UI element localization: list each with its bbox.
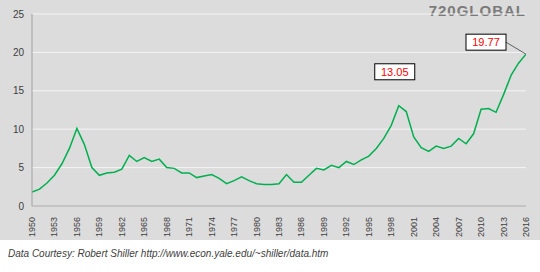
svg-text:1956: 1956 — [72, 217, 82, 237]
svg-text:2016: 2016 — [521, 217, 531, 237]
svg-text:2001: 2001 — [409, 217, 419, 237]
svg-text:10: 10 — [13, 124, 25, 135]
svg-text:1992: 1992 — [341, 217, 351, 237]
svg-text:2004: 2004 — [431, 217, 441, 237]
svg-text:20: 20 — [13, 47, 25, 58]
svg-text:1998: 1998 — [386, 217, 396, 237]
svg-text:25: 25 — [13, 9, 25, 20]
svg-text:2010: 2010 — [476, 217, 486, 237]
svg-text:1977: 1977 — [229, 217, 239, 237]
svg-text:13.05: 13.05 — [381, 66, 409, 78]
svg-text:2007: 2007 — [454, 217, 464, 237]
svg-text:1983: 1983 — [274, 217, 284, 237]
svg-text:1974: 1974 — [207, 217, 217, 237]
svg-text:0: 0 — [18, 201, 24, 212]
svg-text:2013: 2013 — [499, 217, 509, 237]
svg-text:5: 5 — [18, 162, 24, 173]
svg-text:1968: 1968 — [162, 217, 172, 237]
svg-text:1980: 1980 — [252, 217, 262, 237]
svg-text:19.77: 19.77 — [472, 36, 500, 48]
html-text:720GLOBAL: 720GLOBAL — [428, 2, 526, 19]
svg-text:1953: 1953 — [49, 217, 59, 237]
svg-text:1971: 1971 — [184, 217, 194, 237]
svg-text:1965: 1965 — [139, 217, 149, 237]
svg-text:1959: 1959 — [94, 217, 104, 237]
svg-text:1962: 1962 — [117, 217, 127, 237]
svg-text:1950: 1950 — [27, 217, 37, 237]
html-text:Data Courtesy: Robert Shiller: Data Courtesy: Robert Shiller http://www… — [8, 248, 329, 259]
svg-text:1989: 1989 — [319, 217, 329, 237]
svg-text:15: 15 — [13, 85, 25, 96]
svg-text:1995: 1995 — [364, 217, 374, 237]
svg-text:1986: 1986 — [296, 217, 306, 237]
